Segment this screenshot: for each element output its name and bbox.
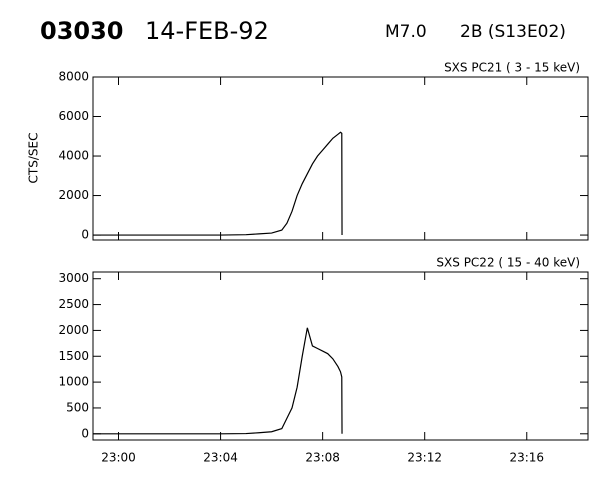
x-tick-label: 23:16 bbox=[509, 451, 544, 465]
y-tick-label: 2000 bbox=[58, 188, 89, 202]
x-tick-label: 23:04 bbox=[203, 451, 238, 465]
y-tick-label: 500 bbox=[66, 400, 89, 414]
x-tick-label: 23:12 bbox=[407, 451, 442, 465]
y-tick-label: 4000 bbox=[58, 149, 89, 163]
event-date: 14-FEB-92 bbox=[145, 17, 269, 45]
y-tick-label: 1500 bbox=[58, 349, 89, 363]
plot-frame bbox=[92, 271, 589, 441]
y-tick-label: 6000 bbox=[58, 109, 89, 123]
y-tick-label: 0 bbox=[81, 426, 89, 440]
flare-class: M7.0 bbox=[385, 22, 427, 42]
flare-region: 2B (S13E02) bbox=[460, 22, 566, 42]
y-tick-label: 0 bbox=[81, 228, 89, 242]
y-tick-label: 1000 bbox=[58, 375, 89, 389]
y-axis-label: CTS/SEC bbox=[27, 133, 41, 184]
y-tick-label: 8000 bbox=[58, 70, 89, 84]
y-tick-label: 2500 bbox=[58, 297, 89, 311]
x-tick-label: 23:00 bbox=[101, 451, 136, 465]
panel-title: SXS PC22 ( 15 - 40 keV) bbox=[436, 256, 580, 270]
data-line bbox=[93, 131, 343, 236]
event-id: 03030 bbox=[40, 17, 124, 45]
panel-title: SXS PC21 ( 3 - 15 keV) bbox=[444, 61, 580, 75]
plot-frame bbox=[92, 76, 589, 241]
y-tick-label: 2000 bbox=[58, 323, 89, 337]
y-tick-label: 3000 bbox=[58, 271, 89, 285]
data-line bbox=[93, 327, 343, 435]
x-tick-label: 23:08 bbox=[305, 451, 340, 465]
